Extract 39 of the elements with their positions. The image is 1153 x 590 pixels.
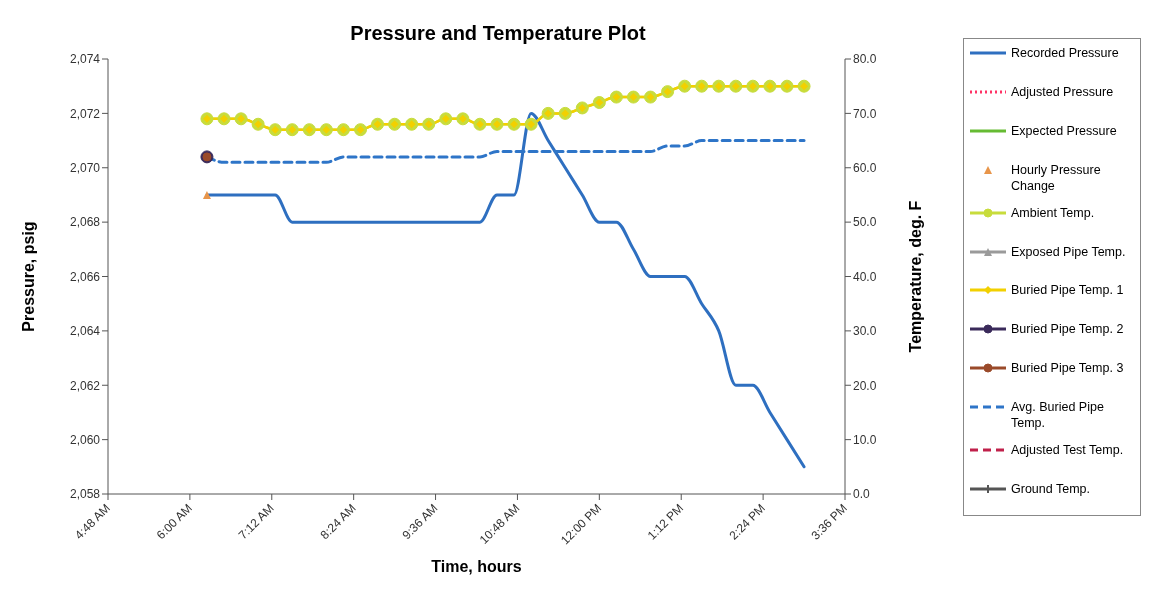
x-tick-label: 9:36 AM [399, 501, 441, 543]
y-tick-label: 2,072 [69, 106, 101, 121]
x-axis-title: Time, hours [431, 558, 522, 575]
legend-label: Hourly Pressure Change [1011, 161, 1102, 194]
legend-label: Adjusted Pressure [1011, 83, 1114, 100]
y-tick-label: 2,066 [69, 269, 101, 284]
legend-label: Buried Pipe Temp. 2 [1011, 321, 1124, 338]
legend-label: Adjusted Test Temp. [1011, 442, 1124, 459]
legend-label: Buried Pipe Temp. 3 [1011, 360, 1124, 377]
y2-tick-label: 10.0 [853, 432, 877, 447]
chart-title: Pressure and Temperature Plot [349, 22, 647, 45]
legend-label: Expected Pressure [1011, 122, 1117, 139]
y2-tick-label: 50.0 [853, 215, 877, 230]
y-tick-label: 2,062 [69, 378, 101, 393]
y-tick-label: 2,060 [69, 432, 101, 447]
y-tick-label: 2,058 [69, 487, 101, 502]
legend-label: Buried Pipe Temp. 1 [1011, 282, 1124, 299]
y2-tick-label: 30.0 [853, 324, 877, 339]
y2-axis-title: Temperature, deg. F [906, 200, 924, 353]
y2-tick-label: 0.0 [853, 487, 871, 502]
y-tick-label: 2,074 [69, 52, 101, 67]
x-tick-label: 6:00 AM [153, 501, 195, 543]
legend-label: Exposed Pipe Temp. [1011, 243, 1126, 260]
legend-label: Ambient Temp. [1011, 204, 1095, 221]
y2-tick-label: 70.0 [853, 106, 877, 121]
y2-tick-label: 60.0 [853, 161, 877, 176]
y-tick-label: 2,068 [69, 215, 101, 230]
legend-label: Avg. Buried Pipe Temp. [1011, 399, 1105, 432]
legend-label: Recorded Pressure [1011, 45, 1119, 61]
y2-tick-label: 20.0 [853, 378, 877, 393]
legend-label: Ground Temp. [1011, 480, 1090, 497]
y-tick-label: 2,070 [69, 161, 101, 176]
x-tick-label: 8:24 AM [317, 501, 359, 543]
x-tick-label: 7:12 AM [235, 501, 277, 543]
y2-tick-label: 40.0 [853, 269, 877, 284]
y-axis-title: Pressure, psig [19, 221, 37, 332]
x-tick-label: 4:48 AM [71, 501, 113, 543]
y2-tick-label: 80.0 [853, 52, 877, 67]
y-tick-label: 2,064 [69, 324, 101, 339]
